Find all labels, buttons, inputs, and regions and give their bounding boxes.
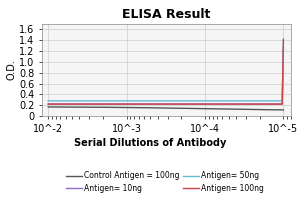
Control Antigen = 100ng <box>90 106 94 108</box>
Antigen= 100ng <box>56 103 59 105</box>
Antigen= 100ng <box>90 103 94 105</box>
Y-axis label: O.D.: O.D. <box>6 60 16 80</box>
Antigen= 100ng <box>282 38 285 40</box>
Title: ELISA Result: ELISA Result <box>122 8 211 21</box>
Antigen= 10ng <box>46 103 50 105</box>
Antigen= 50ng <box>90 100 94 102</box>
Antigen= 50ng <box>56 100 59 102</box>
Line: Antigen= 10ng: Antigen= 10ng <box>48 47 284 104</box>
Antigen= 100ng <box>46 103 50 105</box>
Antigen= 100ng <box>61 103 64 105</box>
Control Antigen = 100ng <box>270 109 273 111</box>
Antigen= 10ng <box>56 103 59 105</box>
Control Antigen = 100ng <box>282 109 285 111</box>
Line: Antigen= 50ng: Antigen= 50ng <box>48 41 284 101</box>
Antigen= 10ng <box>282 46 285 48</box>
Antigen= 10ng <box>61 103 64 105</box>
Line: Control Antigen = 100ng: Control Antigen = 100ng <box>48 107 284 110</box>
Control Antigen = 100ng <box>109 106 112 109</box>
Antigen= 50ng <box>109 100 112 102</box>
Antigen= 100ng <box>262 103 265 105</box>
Antigen= 50ng <box>61 100 64 102</box>
Control Antigen = 100ng <box>262 108 265 111</box>
Text: Serial Dilutions of Antibody: Serial Dilutions of Antibody <box>74 138 226 148</box>
Legend: Control Antigen = 100ng, Antigen= 10ng, Antigen= 50ng, Antigen= 100ng: Control Antigen = 100ng, Antigen= 10ng, … <box>63 168 267 196</box>
Antigen= 10ng <box>270 103 273 105</box>
Antigen= 10ng <box>262 103 265 105</box>
Antigen= 10ng <box>90 103 94 105</box>
Control Antigen = 100ng <box>46 106 50 108</box>
Antigen= 50ng <box>282 40 285 43</box>
Control Antigen = 100ng <box>61 106 64 108</box>
Antigen= 50ng <box>270 100 273 102</box>
Antigen= 10ng <box>109 103 112 105</box>
Antigen= 100ng <box>109 103 112 105</box>
Line: Antigen= 100ng: Antigen= 100ng <box>48 39 284 104</box>
Antigen= 50ng <box>262 100 265 102</box>
Control Antigen = 100ng <box>56 106 59 108</box>
Antigen= 50ng <box>46 100 50 102</box>
Antigen= 100ng <box>270 103 273 105</box>
